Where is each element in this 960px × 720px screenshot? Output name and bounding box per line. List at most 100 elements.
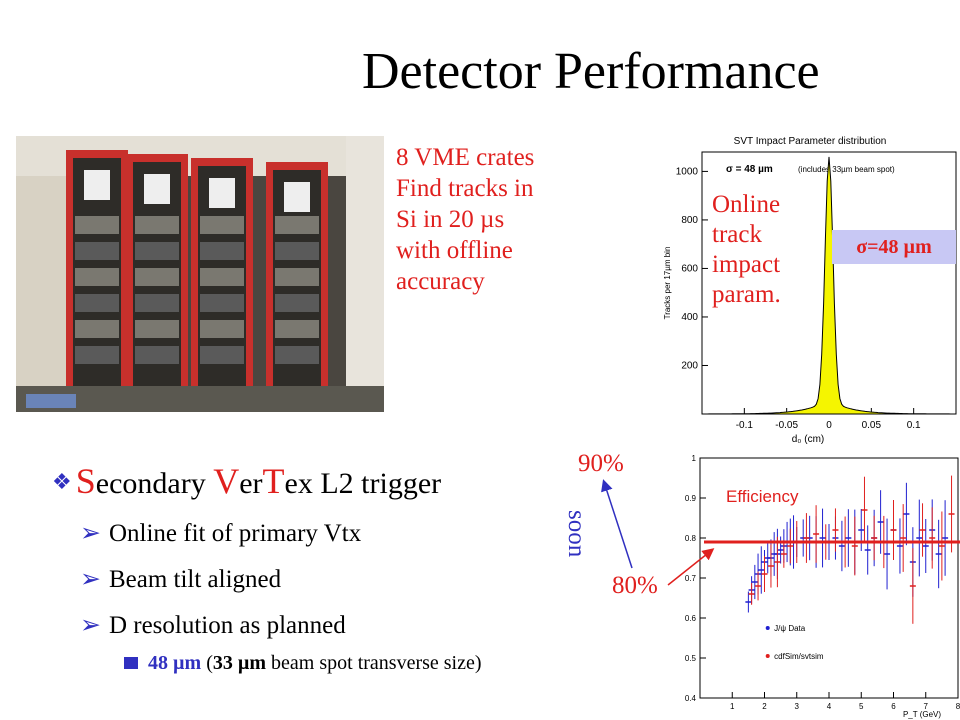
resolution-value: 48 µm xyxy=(148,652,202,674)
x-tick-label: 6 xyxy=(891,702,896,711)
label-soon: soon xyxy=(562,510,590,557)
crate-module xyxy=(275,242,319,260)
x-tick-label: 0.1 xyxy=(907,420,921,431)
y-tick-label: 0.6 xyxy=(685,614,697,623)
crate-line: Si in 20 µs xyxy=(396,206,505,233)
letter-v: V xyxy=(213,461,240,501)
label-90-percent: 90% xyxy=(578,450,624,477)
y-tick-label: 0.9 xyxy=(685,494,697,503)
crate-module xyxy=(135,320,179,338)
chart-title: SVT Impact Parameter distribution xyxy=(734,136,887,147)
vme-crates-illustration xyxy=(16,136,384,412)
x-axis-label: d₀ (cm) xyxy=(792,434,824,445)
sub-bullet: ➢ Beam tilt aligned xyxy=(80,564,281,594)
rack-label xyxy=(209,178,235,208)
rack-frame xyxy=(191,158,253,166)
legend-label: J/ψ Data xyxy=(774,624,806,633)
efficiency-chart: 1 2 3 4 5 6 7 8 0.4 0.5 0.6 0.7 0.8 0.9 1 J/ψ Data cdfSi… xyxy=(660,452,960,720)
crate-line: with offline xyxy=(396,237,513,264)
crate-module xyxy=(75,242,119,260)
y-tick-label: 200 xyxy=(681,360,698,371)
crate-module xyxy=(200,346,244,364)
y-tick-label: 0.8 xyxy=(685,534,697,543)
online-line: track xyxy=(712,221,762,248)
rack-frame xyxy=(121,150,128,390)
crate-module xyxy=(275,268,319,286)
crate-module xyxy=(75,216,119,234)
text-s: econdary xyxy=(95,467,214,500)
arrow-soon-to-90 xyxy=(601,479,633,569)
crate-module xyxy=(275,320,319,338)
crate-module xyxy=(275,346,319,364)
online-track-label: Online track impact param. xyxy=(712,190,781,310)
rack-label xyxy=(144,174,170,204)
crate-module xyxy=(200,268,244,286)
square-bullet-icon xyxy=(124,657,138,669)
x-tick-label: 5 xyxy=(859,702,864,711)
online-line: impact xyxy=(712,251,781,278)
crate-module xyxy=(135,242,179,260)
legend-marker xyxy=(765,626,770,630)
paren-open: ( xyxy=(201,652,213,674)
x-tick-label: 4 xyxy=(827,702,832,711)
crate-module xyxy=(135,346,179,364)
crate-module xyxy=(135,294,179,312)
crate-module xyxy=(135,268,179,286)
x-tick-label: 7 xyxy=(924,702,929,711)
crate-line: Find tracks in xyxy=(396,175,534,202)
beam-spot-value: 33 µm xyxy=(212,652,267,674)
label-80-percent: 80% xyxy=(612,572,658,599)
crate-line: 8 VME crates xyxy=(396,144,535,171)
chart-sigma-note: (includes 33µm beam spot) xyxy=(798,165,895,174)
slide-title: Detector Performance xyxy=(362,43,820,100)
crate-module xyxy=(75,268,119,286)
y-tick-label: 400 xyxy=(681,312,698,323)
crate-module xyxy=(135,216,179,234)
soon-text: soon xyxy=(563,510,590,558)
crate-module xyxy=(200,294,244,312)
crate-module xyxy=(75,346,119,364)
x-axis-label: P_T (GeV) xyxy=(903,710,941,719)
crate-module xyxy=(75,294,119,312)
x-tick-label: 1 xyxy=(730,702,735,711)
arrow-bullet-icon: ➢ xyxy=(80,612,101,639)
crate-module xyxy=(275,294,319,312)
legend-label: cdfSim/svtsim xyxy=(774,652,824,661)
rack-frame xyxy=(181,154,188,390)
legend-marker xyxy=(765,654,770,658)
x-tick-label: -0.1 xyxy=(736,420,754,431)
y-tick-label: 600 xyxy=(681,263,698,274)
sub-bullet: ➢ D resolution as planned xyxy=(80,610,346,640)
sub-bullet-text: D resolution as planned xyxy=(108,612,346,639)
online-line: param. xyxy=(712,281,781,308)
x-tick-label: 8 xyxy=(956,702,960,711)
sub-bullet-text: Online fit of primary Vtx xyxy=(108,520,362,547)
y-axis-label: Tracks per 17µm bin xyxy=(663,247,672,320)
rack-frame xyxy=(321,162,328,390)
svt-impact-parameter-chart: SVT Impact Parameter distribution σ = 48… xyxy=(660,128,960,448)
rack-frame xyxy=(266,162,273,390)
rack-frame xyxy=(126,154,133,390)
rack-frame xyxy=(246,158,253,390)
beam-spot-text: beam spot transverse size) xyxy=(266,652,482,674)
y-tick-label: 800 xyxy=(681,215,698,226)
efficiency-label: Efficiency xyxy=(726,487,799,506)
rack-frame xyxy=(126,154,188,162)
sub-bullet: ➢ Online fit of primary Vtx xyxy=(80,518,361,548)
crate-description: 8 VME crates Find tracks in Si in 20 µs … xyxy=(396,142,534,297)
rack-frame xyxy=(191,158,198,390)
crate-module xyxy=(275,216,319,234)
main-bullet: ❖ Secondary VerTex L2 trigger xyxy=(52,460,441,502)
vme-crates-photo xyxy=(16,136,384,412)
rack-frame xyxy=(66,150,128,158)
rack-label xyxy=(284,182,310,212)
letter-s: S xyxy=(75,461,96,501)
chart-sigma-label: σ = 48 µm xyxy=(726,164,773,175)
x-tick-label: -0.05 xyxy=(775,420,798,431)
sub-sub-bullet: 48 µm (33 µm beam spot transverse size) xyxy=(124,652,482,675)
crate-module xyxy=(200,320,244,338)
sub-bullet-text: Beam tilt aligned xyxy=(108,566,282,593)
x-tick-label: 0 xyxy=(826,420,832,431)
crate-module xyxy=(200,242,244,260)
x-tick-label: 2 xyxy=(762,702,767,711)
